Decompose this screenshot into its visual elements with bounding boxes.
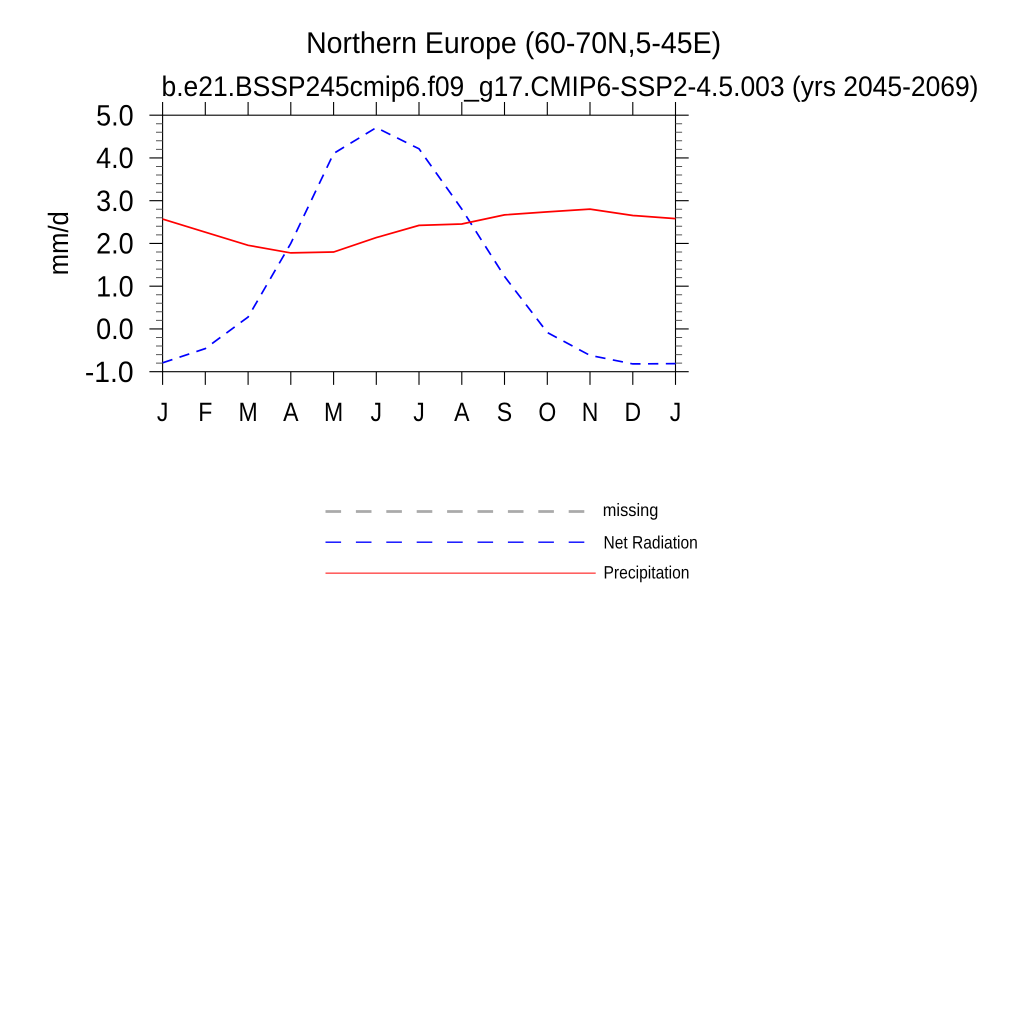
svg-text:O: O	[538, 397, 556, 427]
svg-text:5.0: 5.0	[96, 99, 134, 132]
svg-text:A: A	[454, 397, 470, 427]
svg-text:-1.0: -1.0	[85, 356, 134, 389]
svg-text:b.e21.BSSP245cmip6.f09_g17.CMI: b.e21.BSSP245cmip6.f09_g17.CMIP6-SSP2-4.…	[162, 70, 979, 102]
svg-text:J: J	[670, 397, 682, 427]
svg-text:mm/d: mm/d	[43, 211, 74, 275]
svg-text:3.0: 3.0	[96, 185, 134, 218]
svg-text:Net Radiation: Net Radiation	[604, 533, 698, 553]
svg-text:M: M	[324, 397, 343, 427]
svg-text:J: J	[371, 397, 383, 427]
svg-text:S: S	[497, 397, 512, 427]
svg-text:J: J	[157, 397, 169, 427]
svg-text:Northern Europe (60-70N,5-45E): Northern Europe (60-70N,5-45E)	[306, 27, 721, 60]
svg-text:J: J	[413, 397, 425, 427]
svg-text:Precipitation: Precipitation	[604, 563, 690, 583]
svg-text:0.0: 0.0	[96, 313, 134, 346]
svg-text:D: D	[625, 397, 642, 427]
svg-text:A: A	[283, 397, 299, 427]
svg-text:missing: missing	[603, 500, 659, 520]
svg-text:4.0: 4.0	[96, 142, 134, 175]
svg-text:N: N	[582, 397, 599, 427]
svg-text:1.0: 1.0	[96, 270, 134, 303]
svg-text:2.0: 2.0	[96, 228, 134, 261]
svg-text:F: F	[198, 397, 212, 427]
svg-text:M: M	[239, 397, 258, 427]
